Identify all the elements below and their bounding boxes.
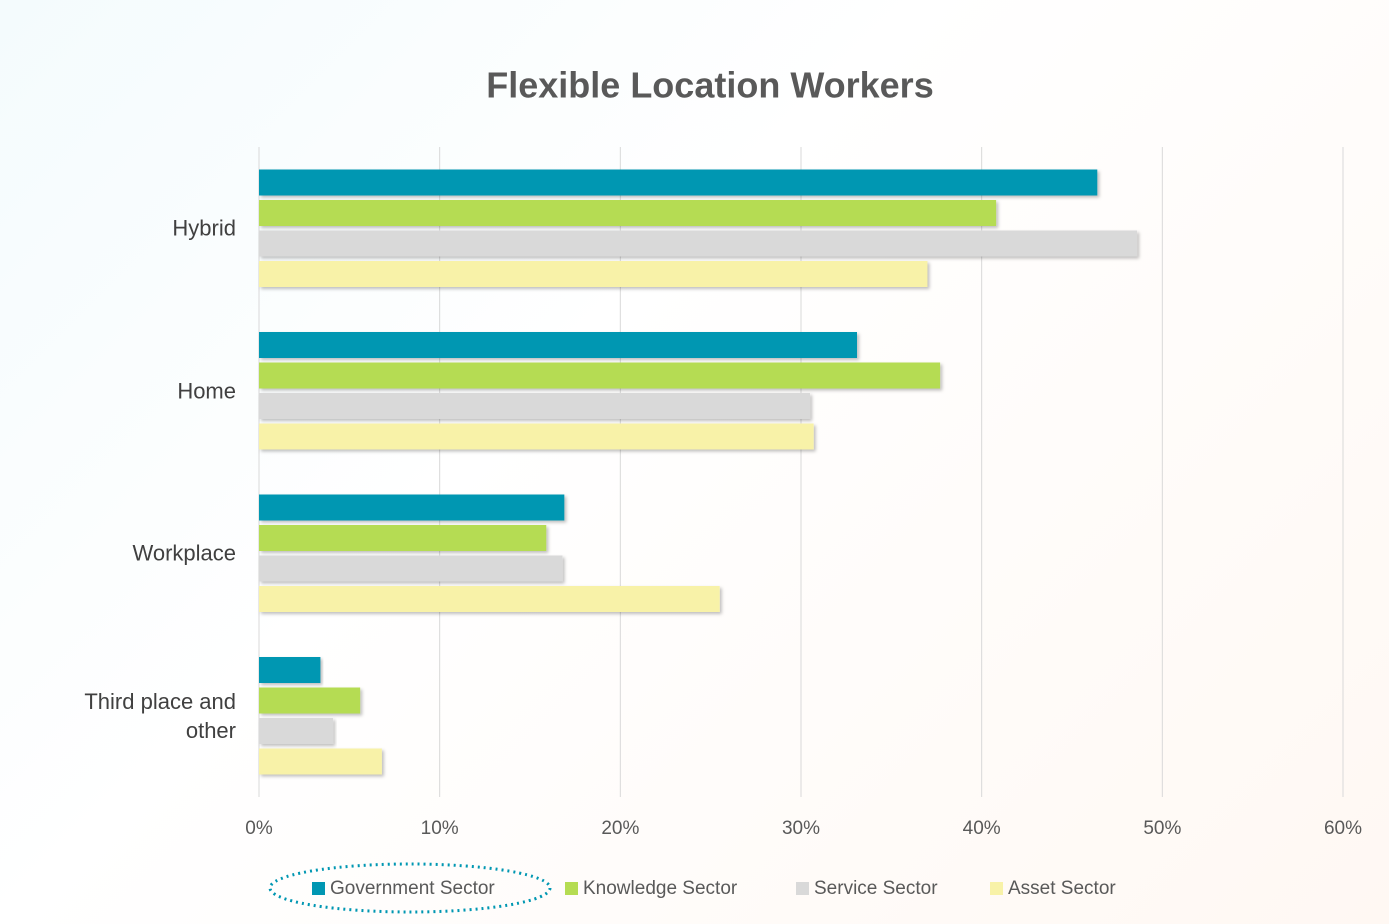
legend-swatch	[796, 882, 809, 895]
legend-label: Asset Sector	[1008, 878, 1116, 899]
x-tick-label: 60%	[1324, 818, 1362, 839]
x-tick-label: 0%	[245, 818, 273, 839]
bar	[259, 423, 814, 450]
bar	[259, 393, 811, 419]
bar	[259, 525, 547, 551]
y-tick-label: Home	[177, 378, 236, 404]
legend-label: Service Sector	[814, 878, 938, 899]
bar	[259, 748, 382, 775]
x-tick-label: 20%	[601, 818, 639, 839]
x-tick-label: 50%	[1143, 818, 1181, 839]
bar	[259, 362, 941, 389]
y-tick-label: Workplace	[132, 540, 236, 566]
bar	[259, 332, 858, 358]
bar	[259, 261, 928, 287]
legend-swatch	[990, 882, 1003, 895]
bar	[259, 657, 321, 683]
legend-label: Knowledge Sector	[583, 878, 738, 899]
bar	[259, 494, 565, 521]
highlight-ellipse	[268, 862, 552, 914]
bar	[259, 718, 334, 744]
x-tick-label: 40%	[963, 818, 1001, 839]
bar	[259, 555, 563, 582]
x-tick-label: 10%	[421, 818, 459, 839]
bar	[259, 169, 1098, 196]
bar	[259, 687, 361, 714]
bar	[259, 200, 997, 226]
chart-title: Flexible Location Workers	[486, 65, 933, 106]
y-tick-label: Third place and other	[84, 688, 236, 743]
y-tick-label: Hybrid	[172, 215, 236, 241]
legend-label: Government Sector	[330, 878, 495, 899]
x-tick-label: 30%	[782, 818, 820, 839]
bar	[259, 230, 1138, 257]
bar	[259, 586, 720, 612]
legend-swatch	[565, 882, 578, 895]
legend-swatch	[312, 882, 325, 895]
